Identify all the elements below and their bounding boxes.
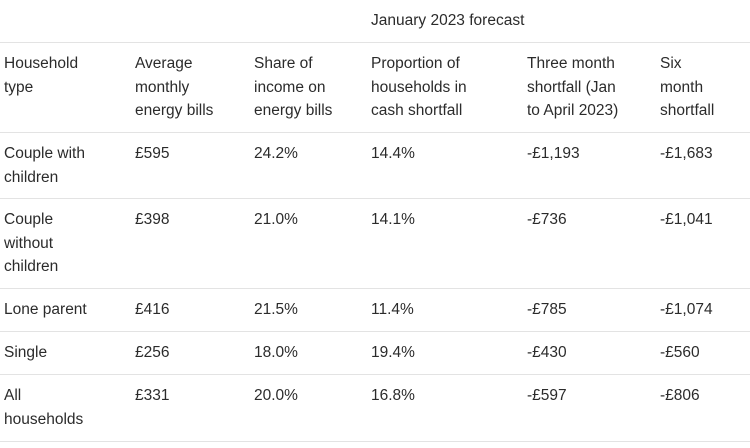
row-2-six-month: -£1,041 <box>660 211 713 228</box>
row-1-proportion: 14.4% <box>371 145 415 162</box>
row-4-proportion: 19.4% <box>371 344 415 361</box>
row-2-proportion: 14.1% <box>371 211 415 228</box>
row-1-six-month: -£1,683 <box>660 145 713 162</box>
row-2-monthly-bills: £398 <box>135 211 170 228</box>
row-3-share-income: 21.5% <box>254 301 298 318</box>
rule-row-4 <box>0 374 750 375</box>
row-3-household-type: Lone parent <box>4 301 87 318</box>
header-household-type: Household type <box>4 55 79 96</box>
rule-row-1 <box>0 198 750 199</box>
header-six-month-shortfall: Six month shortfall <box>660 55 715 119</box>
row-4-three-month: -£430 <box>527 344 567 361</box>
rule-top <box>0 42 750 43</box>
row-3-six-month: -£1,074 <box>660 301 713 318</box>
row-2-three-month: -£736 <box>527 211 567 228</box>
row-3-three-month: -£785 <box>527 301 567 318</box>
header-average-monthly-bills: Average monthly energy bills <box>135 55 214 119</box>
rule-header-bottom <box>0 132 750 133</box>
row-5-six-month: -£806 <box>660 387 700 404</box>
rule-row-3 <box>0 331 750 332</box>
rule-bottom <box>0 441 750 442</box>
row-2-share-income: 21.0% <box>254 211 298 228</box>
row-5-three-month: -£597 <box>527 387 567 404</box>
row-2-household-type: Couple without children <box>4 211 59 275</box>
row-5-household-type: All households <box>4 387 84 428</box>
row-1-share-income: 24.2% <box>254 145 298 162</box>
row-1-three-month: -£1,193 <box>527 145 580 162</box>
row-4-household-type: Single <box>4 344 48 361</box>
row-4-six-month: -£560 <box>660 344 700 361</box>
header-share-of-income: Share of income on energy bills <box>254 55 333 119</box>
row-5-monthly-bills: £331 <box>135 387 170 404</box>
row-3-monthly-bills: £416 <box>135 301 170 318</box>
row-3-proportion: 11.4% <box>371 301 414 318</box>
row-4-share-income: 18.0% <box>254 344 298 361</box>
row-1-household-type: Couple with children <box>4 145 85 186</box>
forecast-caption: January 2023 forecast <box>371 12 525 29</box>
row-4-monthly-bills: £256 <box>135 344 170 361</box>
header-proportion-in-shortfall: Proportion of households in cash shortfa… <box>371 55 467 119</box>
header-three-month-shortfall: Three month shortfall (Jan to April 2023… <box>527 55 619 119</box>
row-5-proportion: 16.8% <box>371 387 415 404</box>
row-1-monthly-bills: £595 <box>135 145 170 162</box>
rule-row-2 <box>0 288 750 289</box>
row-5-share-income: 20.0% <box>254 387 298 404</box>
